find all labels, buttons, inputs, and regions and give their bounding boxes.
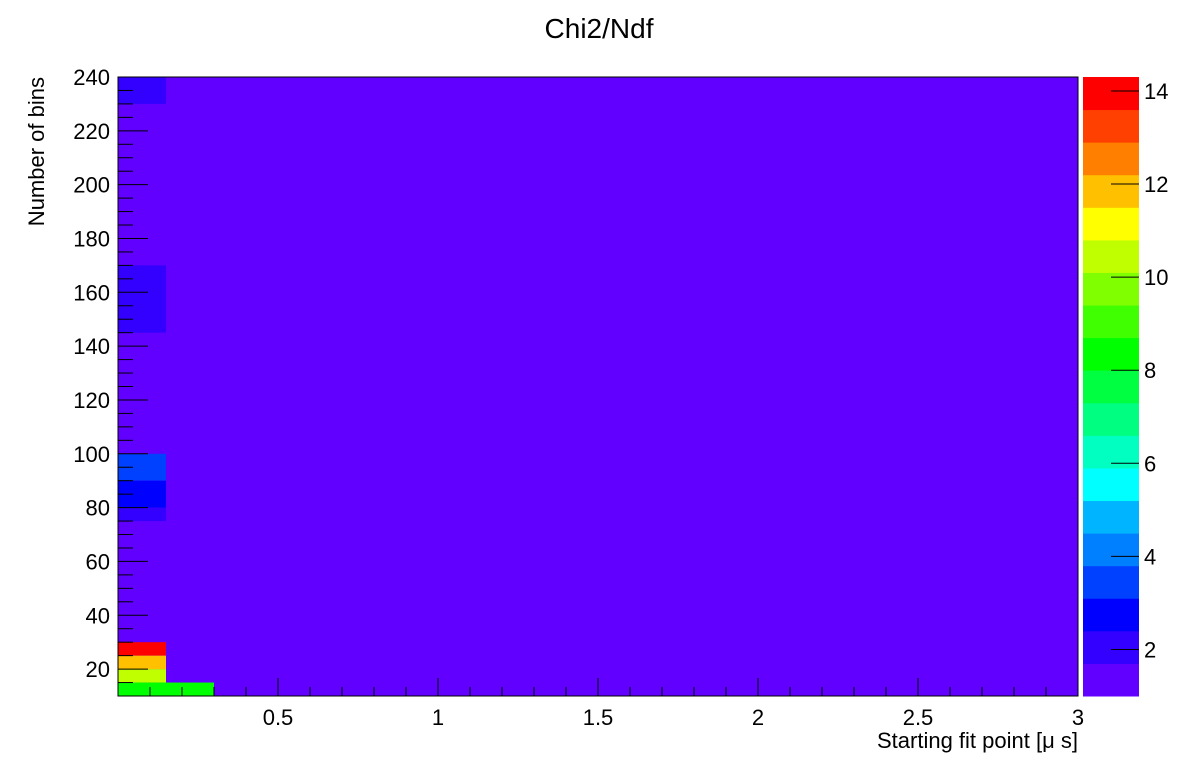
- y-tick-label: 100: [73, 442, 110, 467]
- y-tick-label: 200: [73, 173, 110, 198]
- y-tick-label: 80: [86, 496, 110, 521]
- color-scale-tick-label: 4: [1144, 544, 1156, 569]
- color-scale-swatch: [1083, 565, 1139, 599]
- y-tick-label: 120: [73, 388, 110, 413]
- color-scale-swatch: [1083, 174, 1139, 208]
- x-tick-label: 3: [1072, 705, 1084, 730]
- y-tick-label: 240: [73, 65, 110, 90]
- x-tick-label: 2.5: [903, 705, 934, 730]
- color-scale-swatch: [1083, 467, 1139, 502]
- plot-area: [117, 76, 1079, 697]
- color-scale-swatch: [1083, 402, 1139, 436]
- y-tick-label: 180: [73, 226, 110, 251]
- color-scale-tick-label: 12: [1144, 172, 1168, 197]
- y-tick-label: 160: [73, 280, 110, 305]
- color-scale-swatch: [1083, 77, 1139, 111]
- color-scale-swatch: [1083, 239, 1139, 273]
- x-tick-label: 0.5: [263, 705, 294, 730]
- heatmap-cell: [118, 507, 166, 522]
- color-scale-swatch: [1083, 109, 1139, 143]
- color-scale-swatch: [1083, 305, 1139, 339]
- x-tick-label: 1.5: [583, 705, 614, 730]
- color-scale-swatch: [1083, 663, 1139, 697]
- color-scale-swatch: [1083, 337, 1139, 371]
- y-tick-label: 40: [86, 603, 110, 628]
- color-scale-swatch: [1083, 598, 1139, 632]
- color-scale-tick-label: 8: [1144, 358, 1156, 383]
- heatmap-background-cell: [118, 77, 1078, 696]
- y-axis-label: Number of bins: [24, 77, 49, 226]
- color-scale-swatch: [1083, 207, 1139, 241]
- color-scale-swatch: [1083, 630, 1139, 664]
- y-tick-label: 140: [73, 334, 110, 359]
- color-scale-tick-label: 6: [1144, 451, 1156, 476]
- x-axis-label: Starting fit point [μ s]: [877, 728, 1078, 753]
- color-scale-tick-label: 2: [1144, 637, 1156, 662]
- x-tick-label: 2: [752, 705, 764, 730]
- heatmap-cell: [118, 642, 166, 656]
- chart-title: Chi2/Ndf: [545, 13, 654, 44]
- color-scale-swatch: [1083, 500, 1139, 534]
- y-tick-label: 20: [86, 657, 110, 682]
- heatmap-cell: [118, 682, 214, 696]
- y-tick-label: 220: [73, 119, 110, 144]
- x-axis: 0.5 1 1.5 2 2.5 3: [149, 678, 1084, 730]
- color-scale-swatch: [1083, 272, 1139, 306]
- color-scale-swatch: [1083, 142, 1139, 176]
- color-scale-tick-label: 14: [1144, 79, 1168, 104]
- x-tick-label: 1: [432, 705, 444, 730]
- heatmap-cell: [118, 669, 166, 683]
- y-tick-label: 60: [86, 549, 110, 574]
- heatmap-cell: [118, 655, 166, 670]
- color-scale-bar: 2 4 6 8 10 12 14: [1083, 77, 1168, 697]
- color-scale-swatch: [1083, 370, 1139, 404]
- y-axis: 20 40 60 80 100 120 140 160 180 200 220 240: [73, 65, 148, 697]
- color-scale-tick-label: 10: [1144, 265, 1168, 290]
- color-scale-swatch: [1083, 533, 1139, 567]
- heatmap-cell: [118, 265, 166, 333]
